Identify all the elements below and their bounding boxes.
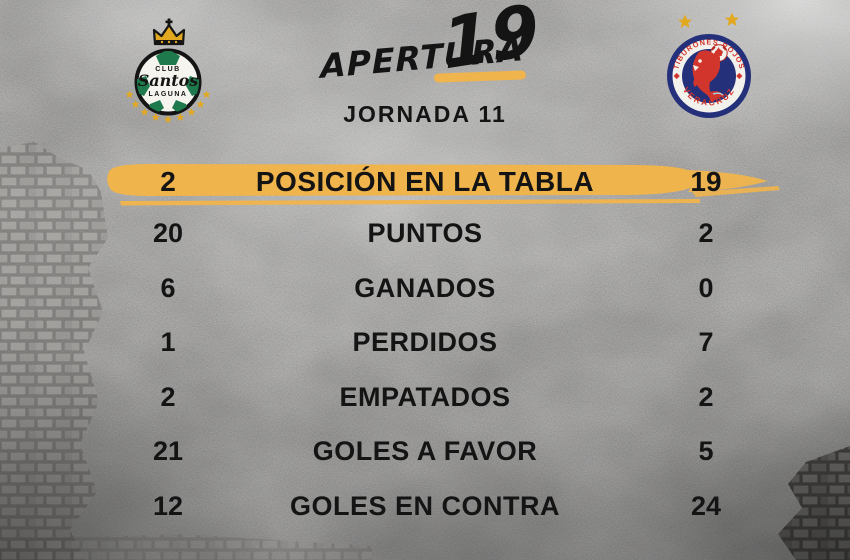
- away-value: 7: [698, 327, 714, 357]
- table-row: 21 GOLES A FAVOR 5: [0, 434, 850, 468]
- tournament-year: 19: [439, 0, 543, 86]
- away-value: 2: [698, 382, 714, 412]
- stat-label: PUNTOS: [367, 218, 483, 248]
- badge-text-santos: Santos: [138, 71, 199, 90]
- stat-label: PERDIDOS: [352, 327, 498, 357]
- away-value: 5: [698, 436, 714, 466]
- table-row: 6 GANADOS 0: [0, 271, 850, 305]
- away-value: 2: [698, 218, 714, 248]
- stat-label: POSICIÓN EN LA TABLA: [255, 166, 595, 197]
- table-row: 2 EMPATADOS 2: [0, 380, 850, 414]
- stat-label: GOLES EN CONTRA: [289, 491, 560, 521]
- table-row: 20 PUNTOS 2: [0, 216, 850, 250]
- table-row: 12 GOLES EN CONTRA 24: [0, 489, 850, 523]
- highlight-row-position: 2 POSICIÓN EN LA TABLA 19: [0, 162, 850, 206]
- away-value: 0: [698, 273, 714, 303]
- crown-icon: [152, 18, 186, 46]
- championship-stars: [677, 12, 740, 29]
- veracruz-logo: TIBURONES ROJOS VERACRUZ: [667, 12, 751, 118]
- stat-label: EMPATADOS: [339, 382, 511, 412]
- tournament-logo: APERTURA 19: [318, 0, 548, 96]
- stat-label: GOLES A FAVOR: [312, 436, 538, 466]
- table-row: 1 PERDIDOS 7: [0, 325, 850, 359]
- away-value: 24: [690, 491, 722, 521]
- badge-text-laguna: LAGUNA: [149, 91, 188, 98]
- away-value: 19: [690, 166, 722, 197]
- stat-label: GANADOS: [354, 273, 496, 303]
